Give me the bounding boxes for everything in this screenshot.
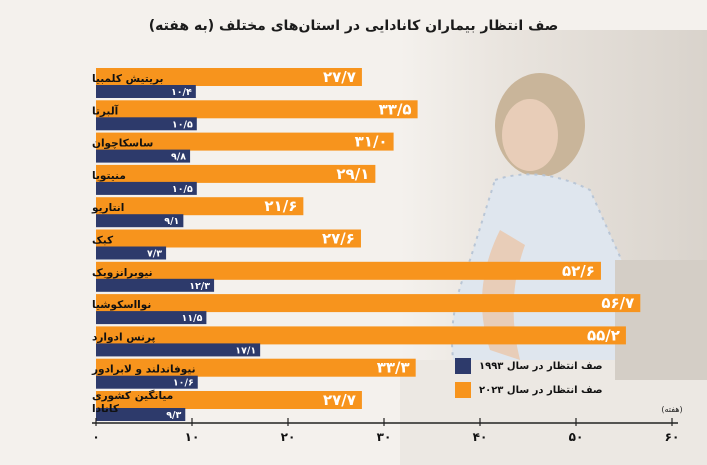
value-label-2023-3: ۲۹/۱	[336, 165, 369, 183]
legend: صف انتظار در سال ۱۹۹۳ صف انتظار در سال ۲…	[455, 358, 603, 406]
bar-1993-0	[96, 85, 196, 98]
value-label-2023-4: ۲۱/۶	[264, 197, 297, 215]
bar-2023-1	[96, 100, 418, 119]
value-label-2023-8: ۵۵/۲	[587, 326, 620, 344]
bar-2023-2	[96, 132, 394, 151]
category-label-3: منیتوبا	[92, 170, 126, 182]
category-label-1: آلبرتا	[92, 104, 119, 117]
value-label-1993-0: ۱۰/۴	[171, 87, 192, 98]
value-label-1993-6: ۱۲/۳	[189, 281, 210, 292]
category-label-4: انتاریو	[91, 202, 124, 214]
category-label-0: بریتیش کلمبیا	[92, 73, 163, 85]
legend-item-1993: صف انتظار در سال ۱۹۹۳	[455, 358, 603, 374]
category-label-2: ساسکاچوان	[92, 138, 153, 150]
value-label-1993-2: ۹/۸	[171, 152, 186, 163]
background-photo	[400, 30, 707, 465]
legend-item-2023: صف انتظار در سال ۲۰۲۳	[455, 382, 603, 398]
x-tick-label-0: ۰	[92, 430, 99, 444]
bar-2023-6	[96, 261, 601, 280]
x-tick-label-5: ۵۰	[569, 430, 584, 444]
bar-1993-2	[96, 149, 191, 163]
category-label-6: نیوبرانزویک	[92, 267, 153, 279]
category-label-5: کبک	[92, 235, 114, 247]
value-label-1993-5: ۷/۳	[147, 249, 162, 260]
bar-1993-1	[96, 117, 197, 131]
value-label-1993-4: ۹/۱	[164, 216, 179, 227]
bar-1993-6	[96, 278, 215, 292]
value-label-2023-9: ۳۳/۳	[377, 359, 410, 377]
value-label-1993-9: ۱۰/۶	[173, 378, 194, 389]
legend-label-2023: صف انتظار در سال ۲۰۲۳	[479, 384, 603, 396]
value-label-2023-0: ۲۷/۷	[323, 68, 356, 86]
value-label-2023-6: ۵۲/۶	[562, 262, 595, 280]
bar-1993-3	[96, 181, 197, 195]
bar-2023-3	[96, 164, 376, 183]
value-label-2023-5: ۲۷/۶	[322, 230, 355, 248]
bar-1993-10	[96, 408, 186, 421]
value-label-2023-10: ۲۷/۷	[323, 391, 356, 409]
bar-1993-9	[96, 375, 198, 389]
value-label-1993-10: ۹/۳	[166, 410, 181, 421]
x-tick-label-1: ۱۰	[185, 430, 200, 444]
x-tick-label-6: ۶۰	[665, 430, 680, 444]
x-tick-label-3: ۳۰	[377, 430, 392, 444]
value-label-2023-2: ۳۱/۰	[355, 133, 388, 151]
bar-2023-7	[96, 294, 641, 313]
x-tick-label-2: ۲۰	[281, 430, 296, 444]
value-label-1993-1: ۱۰/۵	[172, 119, 193, 130]
value-label-2023-1: ۳۳/۵	[379, 100, 412, 118]
legend-label-1993: صف انتظار در سال ۱۹۹۳	[479, 360, 603, 372]
category-label-8: پرنس ادوارد	[92, 331, 156, 343]
legend-swatch-1993	[455, 358, 471, 374]
bar-2023-4	[96, 197, 304, 216]
bar-2023-9	[96, 358, 416, 377]
category-label-7: نوااسکوشیا	[92, 299, 151, 311]
bar-2023-5	[96, 229, 361, 248]
value-label-1993-3: ۱۰/۵	[172, 184, 193, 195]
value-label-1993-8: ۱۷/۱	[235, 345, 256, 356]
bar-1993-4	[96, 214, 184, 228]
bar-1993-8	[96, 343, 261, 357]
x-tick-label-4: ۴۰	[473, 430, 488, 444]
category-label-10: میانگین کشوری کانادا	[92, 389, 173, 415]
bar-2023-0	[96, 68, 362, 86]
value-label-2023-7: ۵۶/۷	[601, 294, 634, 312]
bar-1993-7	[96, 311, 207, 325]
category-label-9: نیوفاندلند و لابرادور	[91, 364, 196, 376]
chart-title: صف انتظار بیماران کانادایی در استان‌های …	[148, 18, 559, 34]
legend-swatch-2023	[455, 382, 471, 398]
value-label-1993-7: ۱۱/۵	[182, 313, 203, 324]
bar-2023-10	[96, 391, 362, 409]
bar-2023-8	[96, 326, 626, 345]
bar-1993-5	[96, 246, 167, 260]
x-axis-unit-label: (هفته)	[661, 405, 682, 414]
